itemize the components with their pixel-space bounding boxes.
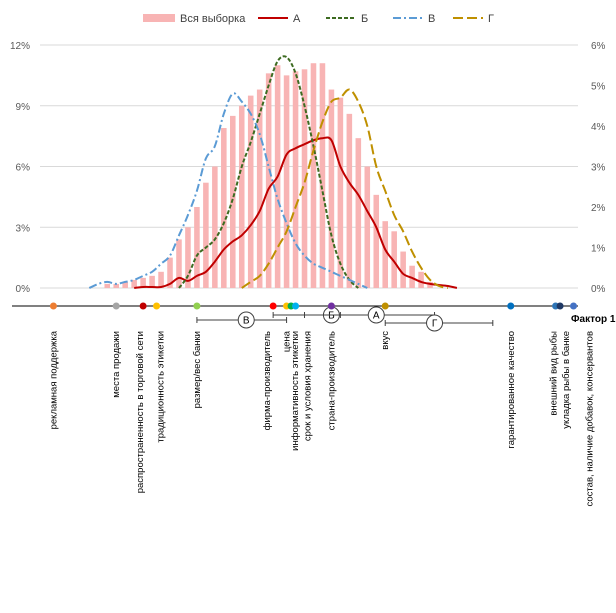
y-left-tick-label: 6% — [16, 163, 31, 174]
legend-label: Г — [488, 13, 494, 25]
bar — [373, 194, 380, 288]
factor-point — [292, 302, 300, 310]
factor-point — [269, 302, 277, 310]
factor-label: срок и условия хранения — [303, 331, 314, 441]
bar — [310, 63, 317, 288]
bar — [391, 231, 397, 288]
bar — [328, 89, 335, 288]
y-right-tick-label: 6% — [591, 41, 606, 52]
factor-label: информативность этикетки — [290, 331, 301, 451]
factor-label: фирма-производитель — [262, 331, 273, 430]
series-line-Г — [241, 88, 449, 289]
bar — [301, 69, 308, 288]
bars-group — [104, 63, 433, 289]
factor-axis-title: Фактор 1 — [571, 314, 616, 325]
group-marker — [367, 306, 385, 324]
series-line-А — [134, 136, 458, 289]
bar — [167, 257, 173, 288]
factor-point — [570, 302, 578, 310]
factor-point — [381, 302, 389, 310]
group-label: В — [243, 316, 250, 327]
factor-point — [556, 302, 564, 310]
bar — [247, 95, 254, 288]
group-label: Б — [328, 311, 335, 322]
group-marker — [426, 314, 444, 332]
bar — [194, 207, 200, 288]
bar — [346, 113, 353, 288]
y-axis-left: 0% 3% 6% 9% 12% — [10, 41, 30, 295]
group-label: А — [373, 311, 380, 322]
legend-swatch — [143, 14, 175, 22]
bar — [337, 97, 344, 289]
series-line-В — [88, 92, 368, 289]
bar — [283, 75, 290, 288]
factor-point — [153, 302, 161, 310]
bar — [203, 182, 209, 288]
factor-label: места продажи — [111, 331, 122, 398]
bar — [149, 275, 155, 288]
bar — [400, 251, 406, 288]
factor-label: рекламная поддержка — [48, 330, 59, 429]
y-right-tick-label: 3% — [591, 163, 606, 174]
factor-label: вкус — [380, 331, 391, 350]
bar — [256, 89, 263, 288]
series-line-Б — [178, 55, 359, 289]
factor-point — [193, 302, 201, 310]
factor-point — [139, 302, 147, 310]
y-left-tick-label: 12% — [10, 41, 30, 52]
bar — [319, 63, 326, 288]
bar — [212, 166, 218, 288]
bar — [131, 279, 137, 288]
factor-point — [49, 302, 57, 310]
y-right-tick-label: 5% — [591, 82, 606, 93]
bar — [104, 283, 111, 288]
legend-label: Вся выборка — [180, 13, 246, 25]
bar — [238, 105, 245, 288]
factor-label: цена — [282, 330, 293, 352]
legend-label: А — [293, 13, 301, 25]
group-label: Г — [432, 319, 438, 330]
factor-label: распространенность в торговой сети — [135, 331, 146, 493]
legend-label: Б — [361, 13, 368, 25]
factor-label: страна-производитель — [326, 331, 337, 430]
bar — [158, 271, 164, 288]
y-right-tick-label: 2% — [591, 203, 606, 214]
y-right-tick-label: 4% — [591, 122, 606, 133]
bar — [185, 227, 191, 288]
bar — [355, 138, 362, 288]
legend-label: В — [428, 13, 435, 25]
factor-label: традиционность этикетки — [156, 331, 167, 443]
bar — [221, 128, 227, 288]
legend: Вся выборка А Б В Г — [143, 13, 494, 25]
bar — [418, 271, 424, 288]
factor-point — [112, 302, 120, 310]
y-left-tick-label: 0% — [16, 284, 31, 295]
bar — [176, 239, 182, 288]
bar — [122, 281, 128, 288]
group-marker — [237, 311, 255, 329]
factor-point — [507, 302, 515, 310]
factor-label: внешний вид рыбы — [549, 331, 560, 416]
bar — [292, 71, 299, 288]
bar — [113, 283, 119, 288]
lines-group — [88, 55, 458, 289]
y-left-tick-label: 3% — [16, 223, 31, 234]
y-right-tick-label: 1% — [591, 244, 606, 255]
factor-point — [327, 302, 335, 310]
factor-label: укладка рыбы в банке — [561, 331, 572, 429]
bar — [265, 73, 272, 288]
y-right-tick-label: 0% — [591, 284, 606, 295]
bar — [427, 281, 433, 288]
bar — [140, 277, 146, 288]
bar — [364, 166, 371, 288]
bar — [382, 221, 388, 288]
factor-label: размер/вес банки — [192, 331, 203, 408]
y-axis-right: 0% 1% 2% 3% 4% 5% 6% — [591, 41, 606, 295]
factor-label: состав, наличие добавок, консервантов — [585, 331, 596, 506]
y-left-tick-label: 9% — [16, 102, 31, 113]
factor-label: гарантированное качество — [506, 331, 517, 449]
